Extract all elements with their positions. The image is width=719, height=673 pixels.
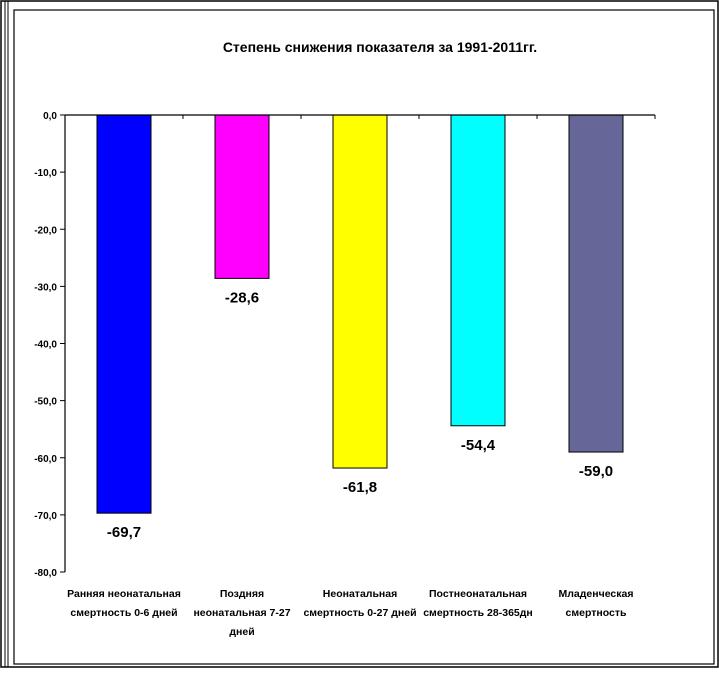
- bar: [568, 114, 624, 453]
- category-label: смертность: [566, 607, 627, 619]
- y-tick-label: 0,0: [43, 111, 57, 122]
- data-label: -69,7: [107, 524, 141, 541]
- y-tick-label: -60,0: [34, 454, 57, 465]
- y-axis: 0,0 -10,0 -20,0 -30,0 -40,0 -50,0 -60,0 -70,0 -8…: [34, 111, 66, 579]
- chart-title: Степень снижения показателя за 1991-2011…: [223, 39, 537, 55]
- bar: [214, 114, 270, 279]
- bar: [332, 114, 388, 469]
- y-tick-label: -40,0: [34, 340, 57, 351]
- category-label: Младенческая: [559, 588, 634, 600]
- y-tick-label: -80,0: [34, 568, 57, 579]
- x-axis: [64, 114, 656, 119]
- category-label: неонатальная 7-27: [193, 607, 290, 619]
- bar: [450, 114, 506, 427]
- bar: [96, 114, 152, 514]
- y-tick-label: -30,0: [34, 282, 57, 293]
- category-label: Ранняя неонатальная: [67, 588, 181, 600]
- data-label: -61,8: [343, 479, 377, 496]
- y-tick-label: -50,0: [34, 397, 57, 408]
- category-label: смертность 28-365дн: [423, 607, 533, 619]
- y-tick-label: -20,0: [34, 225, 57, 236]
- category-label: Постнеонатальная: [429, 588, 527, 600]
- category-label: смертность 0-6 дней: [70, 607, 177, 619]
- data-label: -59,0: [579, 463, 613, 480]
- left-inner-border: [4, 0, 9, 668]
- chart-area-border: [13, 9, 715, 665]
- category-label: смертность 0-27 дней: [303, 607, 416, 619]
- data-label: -54,4: [461, 437, 496, 454]
- y-tick-label: -70,0: [34, 511, 57, 522]
- data-labels: -69,7 -28,6 -61,8 -54,4 -59,0: [107, 289, 613, 541]
- data-label: -28,6: [225, 289, 259, 306]
- y-tick-label: -10,0: [34, 168, 57, 179]
- bars: [96, 114, 624, 514]
- category-label: Неонатальная: [323, 588, 397, 600]
- category-label: Поздняя: [220, 588, 264, 600]
- category-labels: Ранняя неонатальная смертность 0-6 дней По…: [67, 588, 633, 638]
- category-label: дней: [229, 626, 254, 638]
